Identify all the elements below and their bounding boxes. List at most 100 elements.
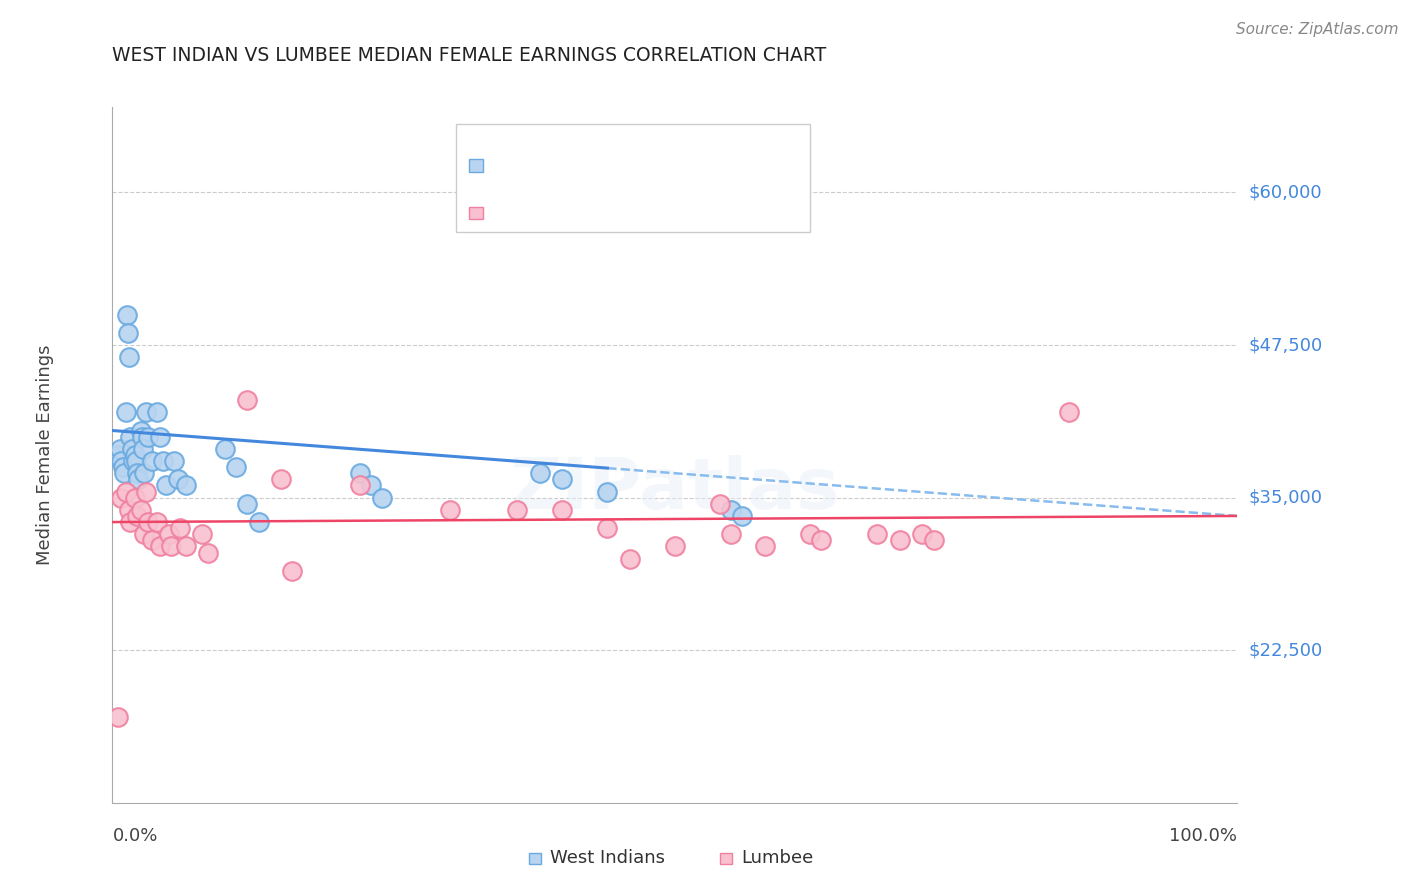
- Point: [138, 429, 160, 443]
- Point: [281, 564, 304, 578]
- Point: [132, 442, 155, 456]
- Point: [155, 478, 177, 492]
- Point: [191, 527, 214, 541]
- Point: [270, 472, 292, 486]
- Point: [117, 326, 139, 340]
- Point: [146, 515, 169, 529]
- Point: [911, 527, 934, 541]
- FancyBboxPatch shape: [470, 159, 484, 171]
- Point: [236, 497, 259, 511]
- Point: [107, 710, 129, 724]
- Point: [112, 467, 135, 481]
- Point: [225, 460, 247, 475]
- Point: [799, 527, 821, 541]
- Point: [214, 442, 236, 456]
- Point: [866, 527, 889, 541]
- Point: [157, 527, 180, 541]
- Point: [349, 478, 371, 492]
- Point: [127, 472, 149, 486]
- Text: 40: 40: [665, 204, 690, 222]
- Point: [124, 491, 146, 505]
- Point: [110, 491, 132, 505]
- Point: [135, 484, 157, 499]
- Point: [720, 503, 742, 517]
- Point: [360, 478, 382, 492]
- Point: [118, 503, 141, 517]
- Point: [754, 540, 776, 554]
- Point: [121, 454, 143, 468]
- FancyBboxPatch shape: [456, 124, 810, 232]
- Point: [163, 454, 186, 468]
- Text: $35,000: $35,000: [1249, 489, 1323, 507]
- Point: [115, 405, 138, 419]
- Point: [166, 472, 188, 486]
- Point: [138, 515, 160, 529]
- Text: R =: R =: [495, 156, 533, 175]
- Text: $22,500: $22,500: [1249, 641, 1323, 659]
- Text: 42: 42: [665, 156, 690, 175]
- Point: [124, 448, 146, 462]
- Point: [125, 454, 148, 468]
- Point: [889, 533, 911, 548]
- Point: [135, 405, 157, 419]
- Text: Source: ZipAtlas.com: Source: ZipAtlas.com: [1236, 22, 1399, 37]
- Point: [247, 515, 270, 529]
- Point: [129, 424, 152, 438]
- FancyBboxPatch shape: [470, 207, 484, 219]
- Text: N =: N =: [613, 204, 664, 222]
- Point: [146, 405, 169, 419]
- Point: [197, 545, 219, 559]
- Text: -0.194: -0.194: [537, 156, 602, 175]
- Point: [111, 460, 134, 475]
- Point: [118, 351, 141, 365]
- Point: [121, 442, 143, 456]
- Point: [110, 442, 132, 456]
- Point: [731, 508, 754, 523]
- Point: [127, 467, 149, 481]
- Point: [551, 503, 574, 517]
- Point: [810, 533, 832, 548]
- Text: 0.0%: 0.0%: [112, 827, 157, 845]
- Point: [131, 429, 153, 443]
- Point: [127, 508, 149, 523]
- Point: [107, 448, 129, 462]
- Point: [132, 467, 155, 481]
- Text: WEST INDIAN VS LUMBEE MEDIAN FEMALE EARNINGS CORRELATION CHART: WEST INDIAN VS LUMBEE MEDIAN FEMALE EARN…: [112, 46, 827, 65]
- Text: West Indians: West Indians: [550, 849, 665, 867]
- Point: [149, 540, 172, 554]
- Point: [1057, 405, 1080, 419]
- Text: $47,500: $47,500: [1249, 336, 1323, 354]
- Point: [174, 478, 197, 492]
- Point: [439, 503, 461, 517]
- FancyBboxPatch shape: [720, 853, 733, 864]
- Point: [619, 551, 641, 566]
- Text: Median Female Earnings: Median Female Earnings: [37, 344, 53, 566]
- Text: Lumbee: Lumbee: [741, 849, 814, 867]
- FancyBboxPatch shape: [529, 853, 541, 864]
- Text: R =: R =: [495, 204, 533, 222]
- Text: ZIPatlas: ZIPatlas: [510, 455, 839, 524]
- Point: [596, 484, 619, 499]
- Point: [120, 429, 142, 443]
- Point: [349, 467, 371, 481]
- Text: 100.0%: 100.0%: [1170, 827, 1237, 845]
- Point: [169, 521, 191, 535]
- Point: [922, 533, 945, 548]
- Point: [551, 472, 574, 486]
- Point: [110, 454, 132, 468]
- Point: [371, 491, 394, 505]
- Point: [506, 503, 529, 517]
- Text: N =: N =: [613, 156, 664, 175]
- Point: [174, 540, 197, 554]
- Point: [141, 454, 163, 468]
- Point: [709, 497, 731, 511]
- Point: [720, 527, 742, 541]
- Point: [141, 533, 163, 548]
- Point: [115, 308, 138, 322]
- Point: [160, 540, 183, 554]
- Point: [149, 429, 172, 443]
- Point: [596, 521, 619, 535]
- Text: $60,000: $60,000: [1249, 184, 1322, 202]
- Text: 0.022: 0.022: [537, 204, 600, 222]
- Point: [120, 515, 142, 529]
